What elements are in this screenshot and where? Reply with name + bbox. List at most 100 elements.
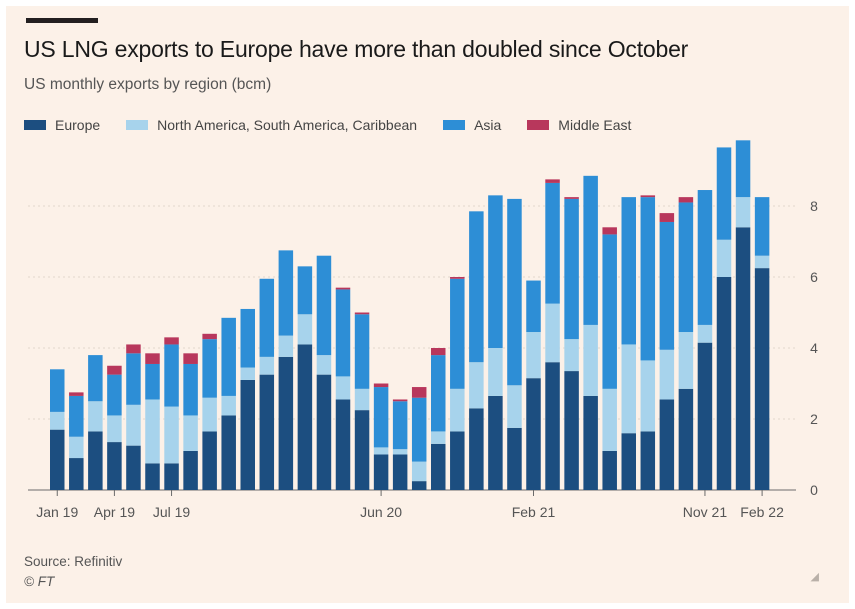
- bar-segment-middle-east: [373, 383, 389, 388]
- bar-segment-asia: [545, 182, 560, 304]
- bar-segment-asia: [678, 202, 694, 333]
- bar-segment-europe: [373, 454, 389, 490]
- x-tick-label: Feb 21: [512, 504, 556, 520]
- legend-item-middle-east: Middle East: [527, 117, 631, 133]
- bar-segment-europe: [164, 463, 179, 490]
- bar-segment-north-america-south-america-caribbean: [431, 431, 446, 444]
- bar-segment-asia: [259, 278, 275, 357]
- legend: Europe North America, South America, Car…: [24, 115, 657, 135]
- y-tick-label: 4: [810, 340, 818, 356]
- bar-segment-asia: [583, 175, 598, 325]
- x-tick-label: Nov 21: [683, 504, 728, 520]
- y-tick-label: 8: [810, 198, 818, 214]
- bar-segment-north-america-south-america-caribbean: [88, 401, 103, 432]
- bar-segment-middle-east: [411, 387, 427, 398]
- bar-segment-europe: [583, 395, 598, 490]
- bar-segment-north-america-south-america-caribbean: [69, 436, 84, 459]
- bar-segment-asia: [221, 317, 236, 396]
- x-tick-label: Jan 19: [36, 504, 78, 520]
- legend-swatch-asia: [443, 120, 466, 130]
- bar-segment-asia: [411, 397, 427, 462]
- bar-segment-asia: [697, 190, 713, 325]
- bar-segment-asia: [240, 308, 255, 368]
- bar-segment-asia: [431, 355, 446, 432]
- bar-segment-north-america-south-america-caribbean: [278, 335, 294, 357]
- bar-segment-asia: [202, 339, 217, 398]
- bar-segment-north-america-south-america-caribbean: [564, 339, 579, 372]
- legend-swatch-europe: [24, 120, 46, 130]
- bar-segment-north-america-south-america-caribbean: [450, 388, 465, 432]
- bar-segment-north-america-south-america-caribbean: [621, 344, 636, 434]
- bar-segment-asia: [126, 353, 141, 405]
- bar-segment-asia: [621, 197, 636, 345]
- bar-segment-north-america-south-america-caribbean: [335, 376, 351, 400]
- bar-segment-europe: [221, 415, 236, 490]
- x-tick-label: Apr 19: [94, 504, 135, 520]
- bar-segment-middle-east: [183, 353, 198, 364]
- bar-segment-asia: [526, 280, 541, 333]
- bar-segment-europe: [145, 463, 160, 490]
- bar-segment-middle-east: [126, 344, 141, 354]
- bar-segment-europe: [69, 458, 84, 490]
- bar-segment-europe: [526, 378, 541, 490]
- bar-segment-asia: [735, 140, 751, 198]
- bar-segment-north-america-south-america-caribbean: [221, 395, 236, 416]
- bar-segment-middle-east: [640, 195, 656, 198]
- legend-item-americas: North America, South America, Caribbean: [126, 117, 417, 133]
- bar-segment-north-america-south-america-caribbean: [640, 360, 656, 432]
- bar-segment-asia: [278, 250, 294, 336]
- bar-segment-asia: [716, 147, 732, 240]
- bar-segment-north-america-south-america-caribbean: [50, 411, 65, 430]
- bar-segment-asia: [659, 221, 675, 350]
- bar-segment-europe: [754, 268, 770, 490]
- bar-segment-europe: [564, 371, 579, 490]
- bar-segment-middle-east: [564, 197, 579, 199]
- legend-item-europe: Europe: [24, 117, 100, 133]
- bar-segment-north-america-south-america-caribbean: [107, 415, 122, 443]
- bar-segment-north-america-south-america-caribbean: [373, 447, 389, 455]
- bar-segment-north-america-south-america-caribbean: [583, 324, 598, 396]
- bar-segment-middle-east: [545, 179, 560, 183]
- legend-label-middle-east: Middle East: [558, 117, 632, 133]
- bar-segment-europe: [335, 399, 351, 490]
- bar-segment-middle-east: [145, 353, 160, 364]
- bar-segment-middle-east: [69, 392, 84, 396]
- bar-segment-asia: [754, 197, 770, 256]
- bar-segment-middle-east: [164, 337, 179, 345]
- bar-segment-europe: [107, 442, 122, 490]
- bar-segment-north-america-south-america-caribbean: [240, 367, 255, 380]
- bar-segment-north-america-south-america-caribbean: [259, 356, 275, 375]
- bar-segment-asia: [354, 314, 370, 389]
- bar-segment-north-america-south-america-caribbean: [678, 332, 694, 389]
- bar-segment-europe: [411, 481, 427, 490]
- bar-segment-europe: [392, 454, 408, 490]
- bar-segment-asia: [50, 369, 65, 412]
- bar-segment-asia: [316, 255, 332, 356]
- bar-segment-asia: [164, 344, 179, 407]
- bar-segment-europe: [278, 356, 294, 490]
- bar-segment-europe: [697, 342, 713, 490]
- legend-swatch-middle-east: [527, 120, 550, 130]
- bar-segment-asia: [602, 234, 617, 389]
- bar-segment-asia: [297, 266, 313, 315]
- bar-segment-europe: [602, 450, 617, 490]
- bar-segment-europe: [716, 277, 732, 490]
- bar-segment-europe: [640, 431, 656, 490]
- bar-segment-north-america-south-america-caribbean: [659, 349, 675, 400]
- bar-segment-north-america-south-america-caribbean: [297, 314, 313, 345]
- bar-segment-europe: [240, 379, 255, 490]
- bar-segment-middle-east: [659, 213, 675, 222]
- bar-segment-europe: [297, 344, 313, 490]
- bar-segment-europe: [50, 429, 65, 490]
- bar-segment-middle-east: [202, 333, 217, 340]
- bar-segment-asia: [88, 355, 103, 402]
- bar-segment-middle-east: [431, 348, 446, 356]
- legend-label-asia: Asia: [474, 117, 502, 133]
- bar-segment-middle-east: [678, 197, 694, 203]
- bar-segment-europe: [431, 443, 446, 490]
- bar-segment-europe: [88, 431, 103, 490]
- y-tick-label: 6: [810, 269, 818, 285]
- bar-segment-asia: [507, 198, 522, 386]
- ft-credit: © FT: [24, 574, 55, 589]
- bar-segment-asia: [564, 198, 579, 340]
